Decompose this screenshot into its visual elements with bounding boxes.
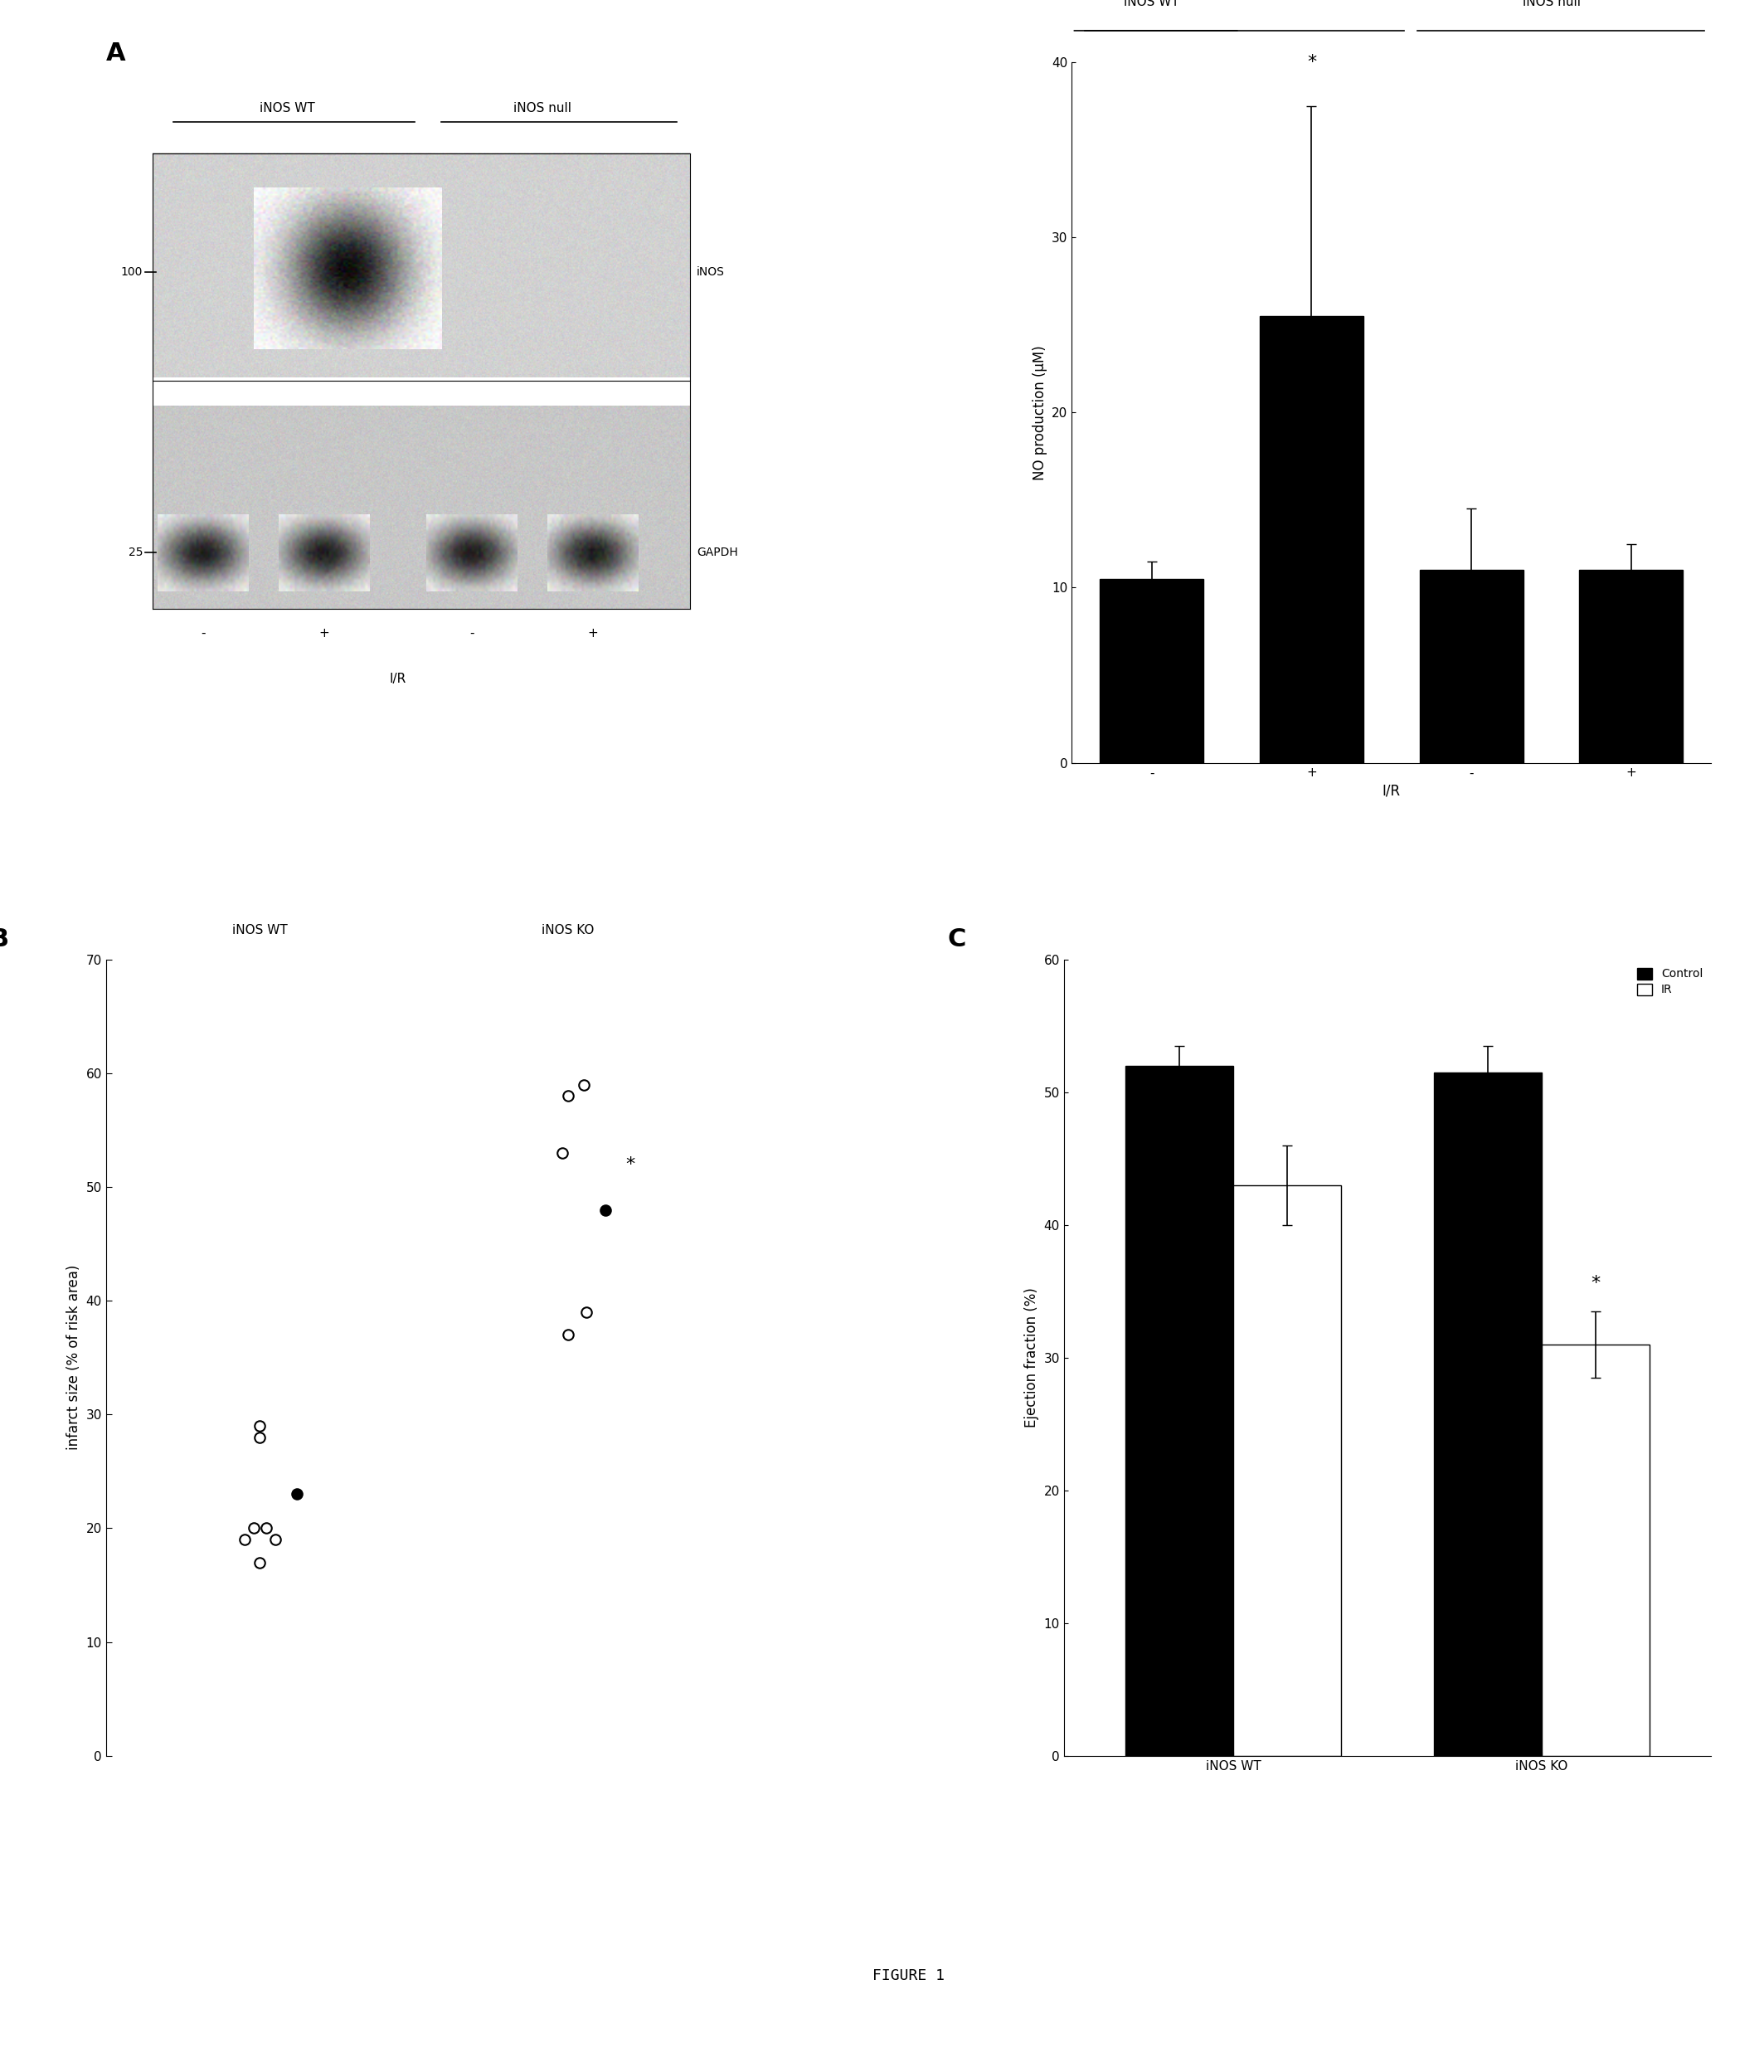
Text: 25: 25 <box>129 547 143 557</box>
Bar <box>1099 578 1203 762</box>
Text: B: B <box>0 928 9 951</box>
Text: +: + <box>587 628 598 640</box>
Text: iNOS WT: iNOS WT <box>259 102 314 114</box>
Text: iNOS null: iNOS null <box>1522 0 1581 8</box>
Text: FIGURE 1: FIGURE 1 <box>873 1968 944 1983</box>
Text: iNOS WT: iNOS WT <box>1124 0 1180 8</box>
Text: *: * <box>1307 54 1316 70</box>
Text: *: * <box>1591 1274 1600 1291</box>
Text: I/R: I/R <box>390 673 406 686</box>
Text: -: - <box>469 628 475 640</box>
Text: -: - <box>201 628 205 640</box>
Bar <box>1259 317 1364 762</box>
Text: iNOS: iNOS <box>697 267 725 278</box>
Legend: Control, IR: Control, IR <box>1635 966 1706 999</box>
Text: iNOS WT: iNOS WT <box>233 924 288 937</box>
Text: 100: 100 <box>122 267 143 278</box>
Bar <box>1420 570 1524 762</box>
Bar <box>1434 1073 1542 1755</box>
Text: GAPDH: GAPDH <box>697 547 737 557</box>
Y-axis label: infarct size (% of risk area): infarct size (% of risk area) <box>67 1266 81 1450</box>
X-axis label: I/R: I/R <box>1383 783 1401 798</box>
Y-axis label: Ejection fraction (%): Ejection fraction (%) <box>1025 1287 1039 1428</box>
Bar <box>1125 1065 1233 1755</box>
Text: iNOS KO: iNOS KO <box>542 924 594 937</box>
Text: +: + <box>319 628 330 640</box>
Bar <box>1233 1185 1341 1755</box>
Bar <box>1579 570 1683 762</box>
Text: C: C <box>947 928 967 951</box>
Text: *: * <box>624 1156 635 1173</box>
Text: iNOS null: iNOS null <box>513 102 572 114</box>
Text: A: A <box>106 41 125 64</box>
Bar <box>1542 1345 1649 1755</box>
Y-axis label: NO production (μM): NO production (μM) <box>1032 344 1048 481</box>
